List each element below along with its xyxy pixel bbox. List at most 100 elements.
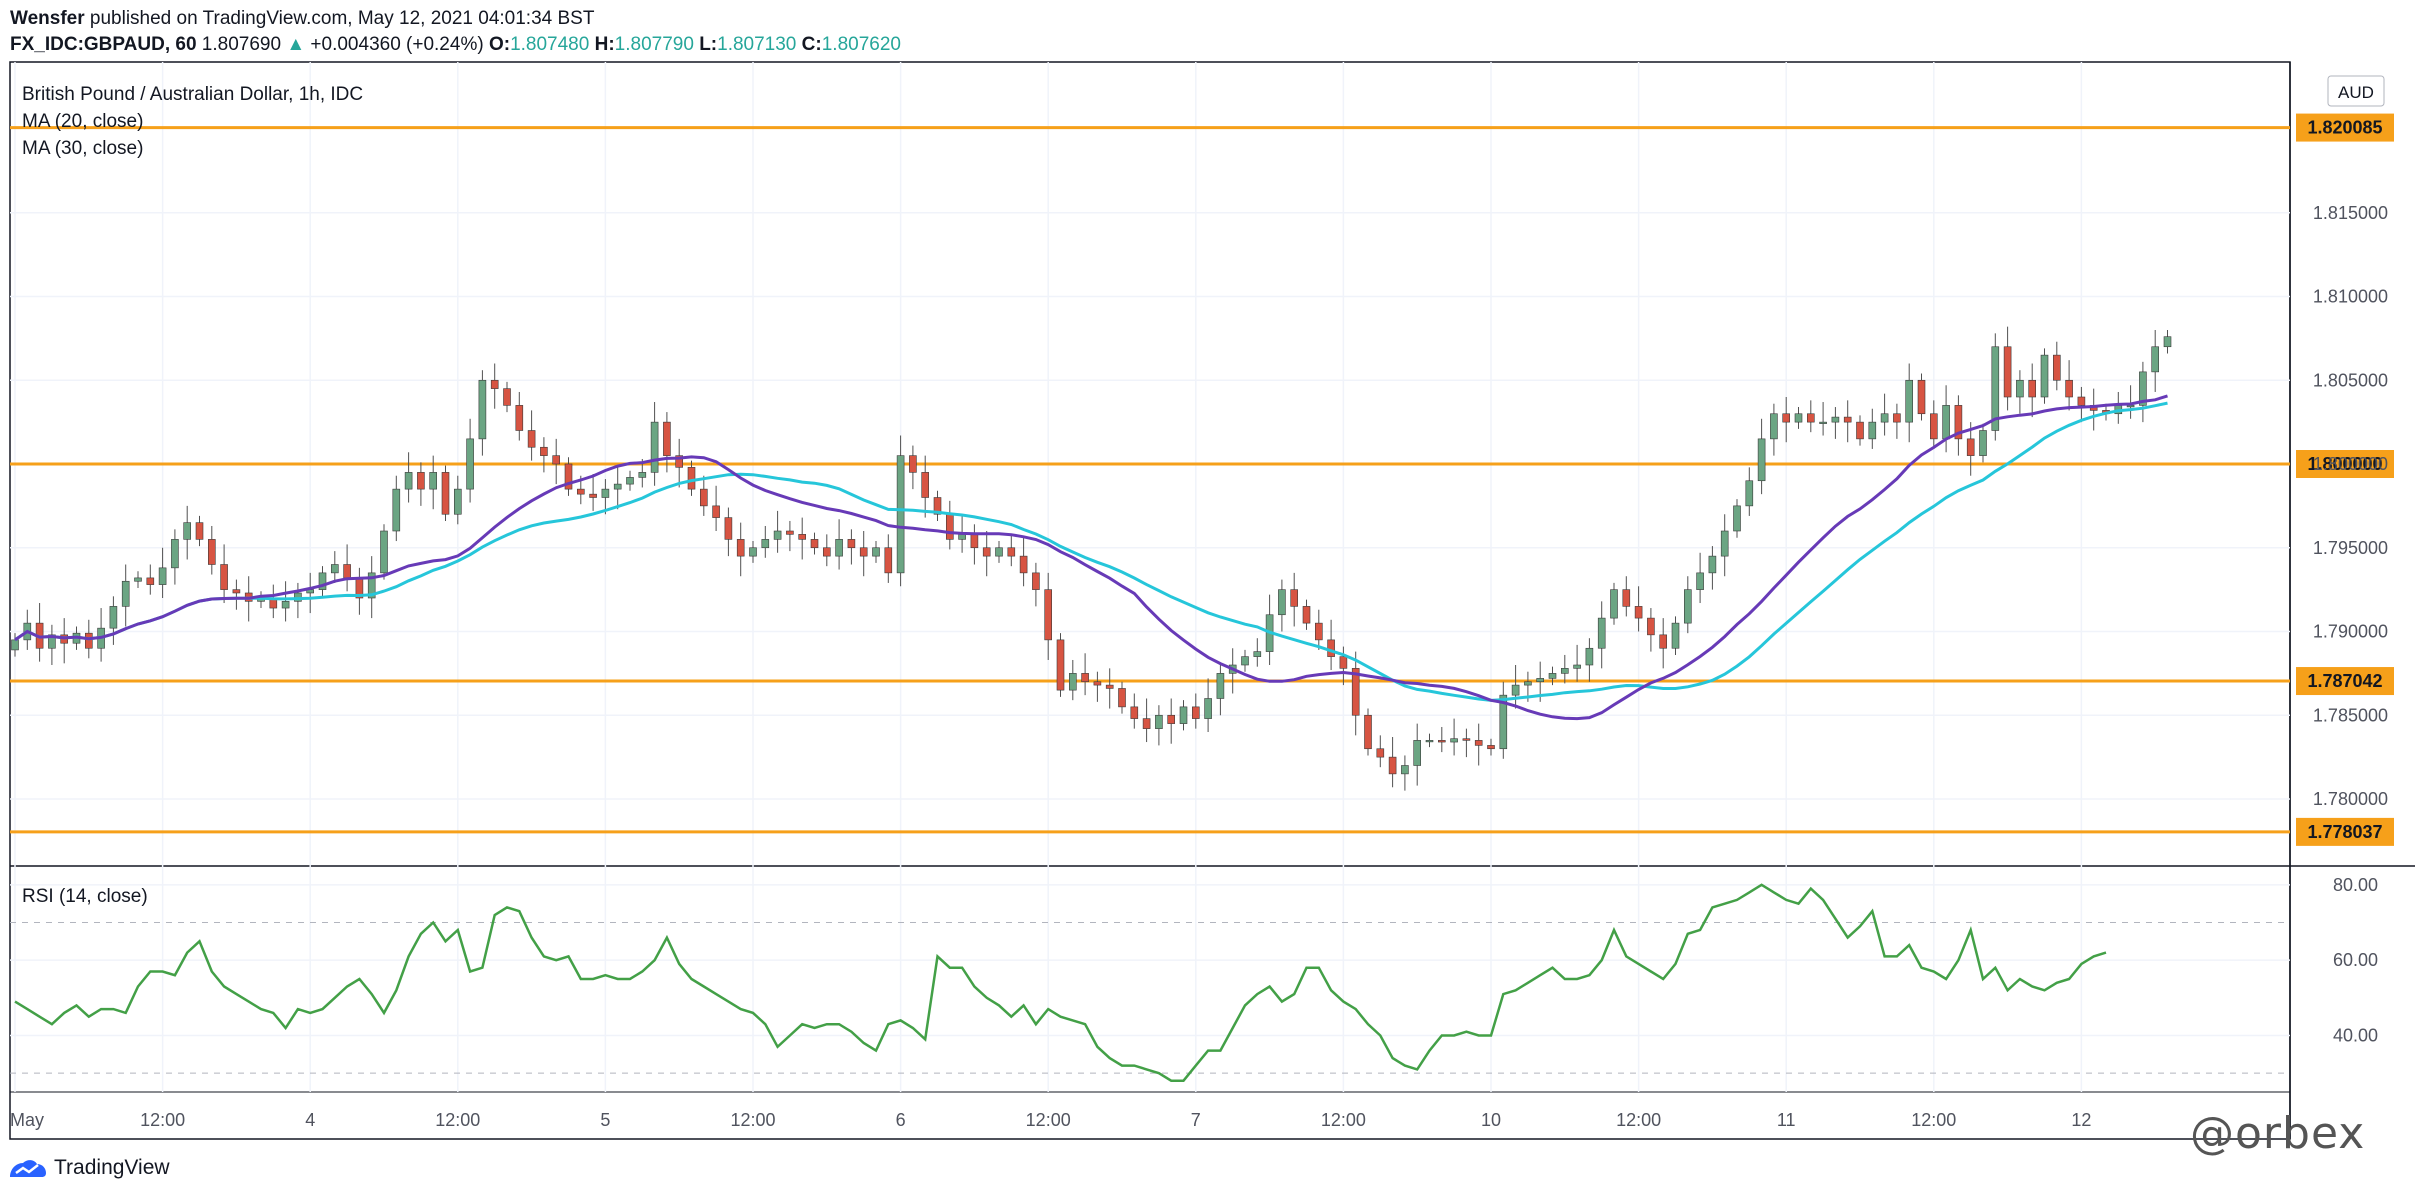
candle-down [503, 388, 511, 406]
candle-up [1548, 673, 1557, 679]
level-price-tag [2296, 450, 2394, 478]
candle-down [1315, 622, 1323, 641]
candle-up [330, 564, 339, 574]
candle-up [392, 488, 401, 532]
candle-up [626, 477, 634, 485]
candle-down [417, 472, 425, 490]
candle-down [1474, 740, 1483, 746]
candle-down [441, 472, 450, 515]
candle-down [1376, 748, 1385, 758]
ohlc-summary: FX_IDC:GBPAUD, 60 1.807690 ▲ +0.004360 (… [10, 34, 901, 56]
rsi-axis[interactable]: 40.00 60.00 80.00 [2333, 875, 2378, 1046]
level-price-label: 1.787042 [2307, 671, 2382, 691]
candle-down [527, 430, 536, 448]
low-label: L: [699, 34, 718, 55]
last-price: 1.807690 [201, 34, 282, 55]
candle-down [1167, 714, 1175, 724]
candle-down [921, 472, 930, 498]
published-text: published on TradingView.com, May 12, 20… [89, 8, 595, 29]
candle-down [515, 405, 524, 431]
candle-down [2053, 354, 2061, 381]
candle-down [220, 564, 228, 590]
time-tick-label: 12:00 [730, 1110, 775, 1130]
symbol-label: FX_IDC:GBPAUD, 60 [10, 34, 197, 55]
price-axis[interactable]: 1.780000 1.785000 1.790000 1.795000 1.800000… [2313, 203, 2388, 809]
candle-down [2003, 346, 2012, 398]
time-tick-label: 10 [1481, 1110, 1501, 1130]
time-axis[interactable]: May 12:00 4 12:00 5 12:00 6 12:00 7 12:00 10 12:00 1… [10, 1110, 2091, 1130]
candle-down [85, 632, 93, 649]
candle-down [712, 505, 720, 518]
candle-up [1794, 413, 1803, 423]
publish-info: Wensfer published on TradingView.com, Ma… [10, 8, 594, 30]
rsi-tick-label: 60.00 [2333, 950, 2378, 970]
currency-badge-text: AUD [2338, 83, 2374, 102]
tradingview-brand[interactable]: TradingView [8, 1156, 170, 1180]
grid-lines [10, 62, 2290, 1092]
candle-down [1364, 714, 1372, 750]
candle-down [1019, 555, 1028, 574]
open-label: O: [488, 34, 511, 55]
candle-down [1659, 634, 1667, 649]
candle-down [1302, 606, 1311, 624]
time-tick-label: 12:00 [1321, 1110, 1366, 1130]
candle-down [1327, 639, 1335, 657]
candle-up [466, 438, 474, 490]
candle-up [404, 472, 413, 490]
candle-up [1216, 673, 1225, 699]
ma30-legend: MA (30, close) [22, 138, 143, 159]
candle-down [798, 534, 807, 540]
candle-up [121, 580, 130, 607]
candle-up [478, 379, 487, 440]
candle-up [367, 572, 376, 599]
candle-up [1991, 346, 2000, 431]
candle-up [1597, 617, 1606, 649]
candle-down [552, 455, 561, 465]
candle-down [1487, 745, 1495, 750]
candle-down [1388, 756, 1397, 775]
candle-up [1536, 678, 1544, 683]
candle-up [281, 601, 290, 609]
candle-down [1438, 740, 1446, 743]
candle-up [1720, 530, 1729, 557]
close-value: 1.807620 [821, 34, 901, 55]
candle-up [171, 539, 179, 569]
candle-down [945, 513, 954, 540]
candle-down [1622, 589, 1631, 607]
author-name[interactable]: Wensfer [10, 8, 85, 29]
candle-up [613, 483, 622, 490]
tradingview-logo-icon [10, 1160, 46, 1177]
candle-down [564, 463, 573, 490]
candle-down [663, 421, 671, 456]
currency-badge[interactable] [2327, 75, 2385, 107]
time-tick-label: 12:00 [435, 1110, 480, 1130]
candle-up [1401, 765, 1409, 775]
candle-down [540, 446, 548, 456]
candle-down [1843, 416, 1852, 423]
candle-up [1413, 740, 1421, 766]
candle-up [1561, 668, 1569, 674]
candle-down [2028, 379, 2036, 398]
candle-down [822, 547, 831, 557]
candle-down [1462, 738, 1471, 741]
time-tick-label: 12:00 [1026, 1110, 1071, 1130]
candle-down [232, 589, 241, 594]
candle-down [909, 455, 917, 473]
candle-up [1868, 421, 1877, 440]
close-label: C: [801, 34, 822, 55]
ma20-legend: MA (20, close) [22, 111, 143, 132]
candle-up [872, 547, 880, 557]
candle-up [109, 606, 118, 629]
candle-up [158, 567, 167, 585]
chart-header: Wensfer published on TradingView.com, Ma… [0, 0, 2415, 60]
high-label: H: [594, 34, 615, 55]
candle-up [134, 577, 142, 582]
candle-down [687, 467, 696, 490]
candle-up [1696, 572, 1704, 590]
candle-down [146, 577, 155, 585]
candle-up [1610, 589, 1618, 619]
candle-up [1745, 480, 1754, 507]
candle-down [1044, 589, 1052, 641]
rsi-tick-label: 40.00 [2333, 1026, 2378, 1046]
